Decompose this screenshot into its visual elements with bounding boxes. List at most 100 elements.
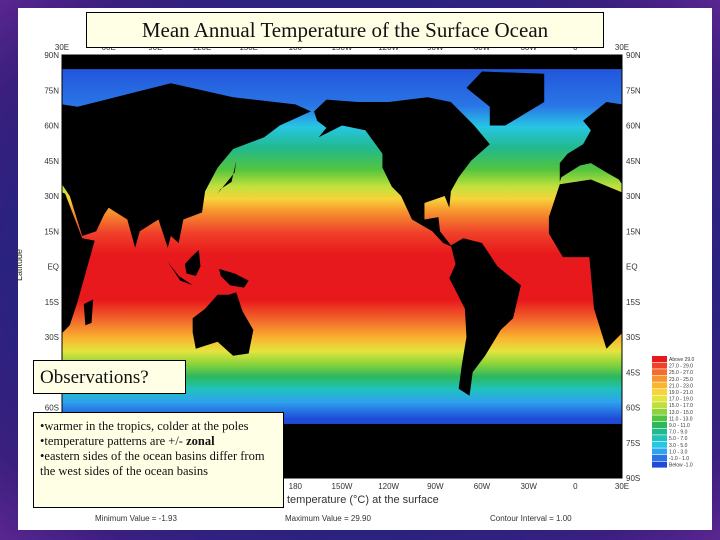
legend-label: 21.0 - 23.0 [669,383,693,389]
latitude-label: 45N [626,157,641,166]
continent [217,160,237,194]
bullet: eastern sides of the ocean basins differ… [40,449,279,479]
latitude-label: 15S [626,298,640,307]
legend-label: 19.0 - 21.0 [669,390,693,396]
legend-label: 27.0 - 29.0 [669,364,693,370]
latitude-label: 60N [44,122,59,131]
continent [184,250,201,276]
latitude-label: 75S [626,439,640,448]
latitude-label: 15N [44,227,59,236]
map-stat: Minimum Value = -1.93 [95,514,177,523]
legend-swatch [652,369,667,376]
map-stat: Contour Interval = 1.00 [490,514,572,523]
continent [466,71,545,126]
legend-label: 25.0 - 27.0 [669,370,693,376]
map-frame [61,54,623,479]
latitude-label: 90N [44,51,59,60]
longitude-label: 180 [289,482,303,491]
latitude-label: EQ [47,263,59,272]
bullet-emphasis: zonal [186,434,215,448]
latitude-label: 45S [626,368,640,377]
latitude-label: 30S [45,333,59,342]
latitude-label: 30N [626,192,641,201]
legend-label: 1.0 - 3.0 [669,449,688,455]
latitude-label: 30N [44,192,59,201]
bullet-text: temperature patterns are +/- [44,434,187,448]
bullet: warmer in the tropics, colder at the pol… [40,419,279,434]
legend-swatch [652,375,667,382]
longitude-label: 30W [520,482,537,491]
y-axis-label: Latitude [14,249,24,281]
legend-label: 17.0 - 19.0 [669,397,693,403]
continent [62,83,311,248]
legend-swatch [652,455,667,461]
land [62,55,653,478]
latitude-label: 60N [626,122,641,131]
longitude-label: 30E [55,43,69,52]
map-body [62,55,653,478]
legend-label: 5.0 - 7.0 [669,436,688,442]
legend-swatch [652,356,667,362]
legend-swatch [652,415,667,422]
continent [62,192,95,334]
bullet-text: warmer in the tropics, colder at the pol… [44,419,249,433]
bullet: temperature patterns are +/- zonal [40,434,279,449]
observations-heading: Observations? [33,360,186,394]
legend-label: Above 29.0 [669,357,695,363]
legend-swatch [652,408,667,415]
continent [83,299,94,326]
legend-label: -1.0 - 1.0 [669,456,689,462]
continent [314,97,490,248]
latitude-label: 90N [626,51,641,60]
legend-swatch [652,389,667,395]
continent [644,299,653,325]
legend-swatch [652,435,667,442]
legend-label: 13.0 - 15.0 [669,410,693,416]
legend-label: 23.0 - 25.0 [669,377,693,383]
longitude-label: 0 [573,482,578,491]
legend-swatch [652,448,667,455]
legend-swatch [652,422,667,428]
latitude-label: 60S [626,404,640,413]
legend-label: 15.0 - 17.0 [669,403,693,409]
legend-swatch [652,402,667,409]
longitude-label: 60W [474,482,491,491]
longitude-label: 90W [427,482,444,491]
continent [559,102,622,185]
legend-label: 9.0 - 11.0 [669,423,690,429]
legend-swatch [652,428,667,435]
continent [219,268,249,288]
continent [449,238,521,396]
longitude-label: 30E [615,43,629,52]
map-caption: temperature (°C) at the surface [287,494,439,506]
legend-swatch [652,395,667,402]
legend-swatch [652,441,667,448]
latitude-label: 75N [44,86,59,95]
latitude-label: 15N [626,227,641,236]
latitude-label: 30S [626,333,640,342]
legend-swatch [652,362,667,369]
latitude-label: 90S [626,474,640,483]
longitude-label: 150W [332,482,353,491]
legend-label: 11.0 - 13.0 [669,416,693,422]
continent [548,179,622,349]
latitude-label: 75N [626,86,641,95]
longitude-label: 30E [615,482,629,491]
title: Mean Annual Temperature of the Surface O… [86,12,604,48]
map-stat: Maximum Value = 29.90 [285,514,371,523]
bullet-text: eastern sides of the ocean basins differ… [40,449,265,478]
latitude-label: 45N [44,157,59,166]
latitude-label: 15S [45,298,59,307]
legend-swatch [652,382,667,389]
legend-label: 7.0 - 9.0 [669,430,688,436]
arctic [62,55,622,70]
longitude-label: 120W [378,482,399,491]
latitude-label: 60S [45,404,59,413]
legend-swatch [652,461,667,468]
legend-label: 3.0 - 5.0 [669,443,688,449]
latitude-label: EQ [626,263,638,272]
continent [192,292,254,356]
legend-label: Below -1.0 [669,463,693,469]
observations-list: warmer in the tropics, colder at the pol… [33,412,284,508]
